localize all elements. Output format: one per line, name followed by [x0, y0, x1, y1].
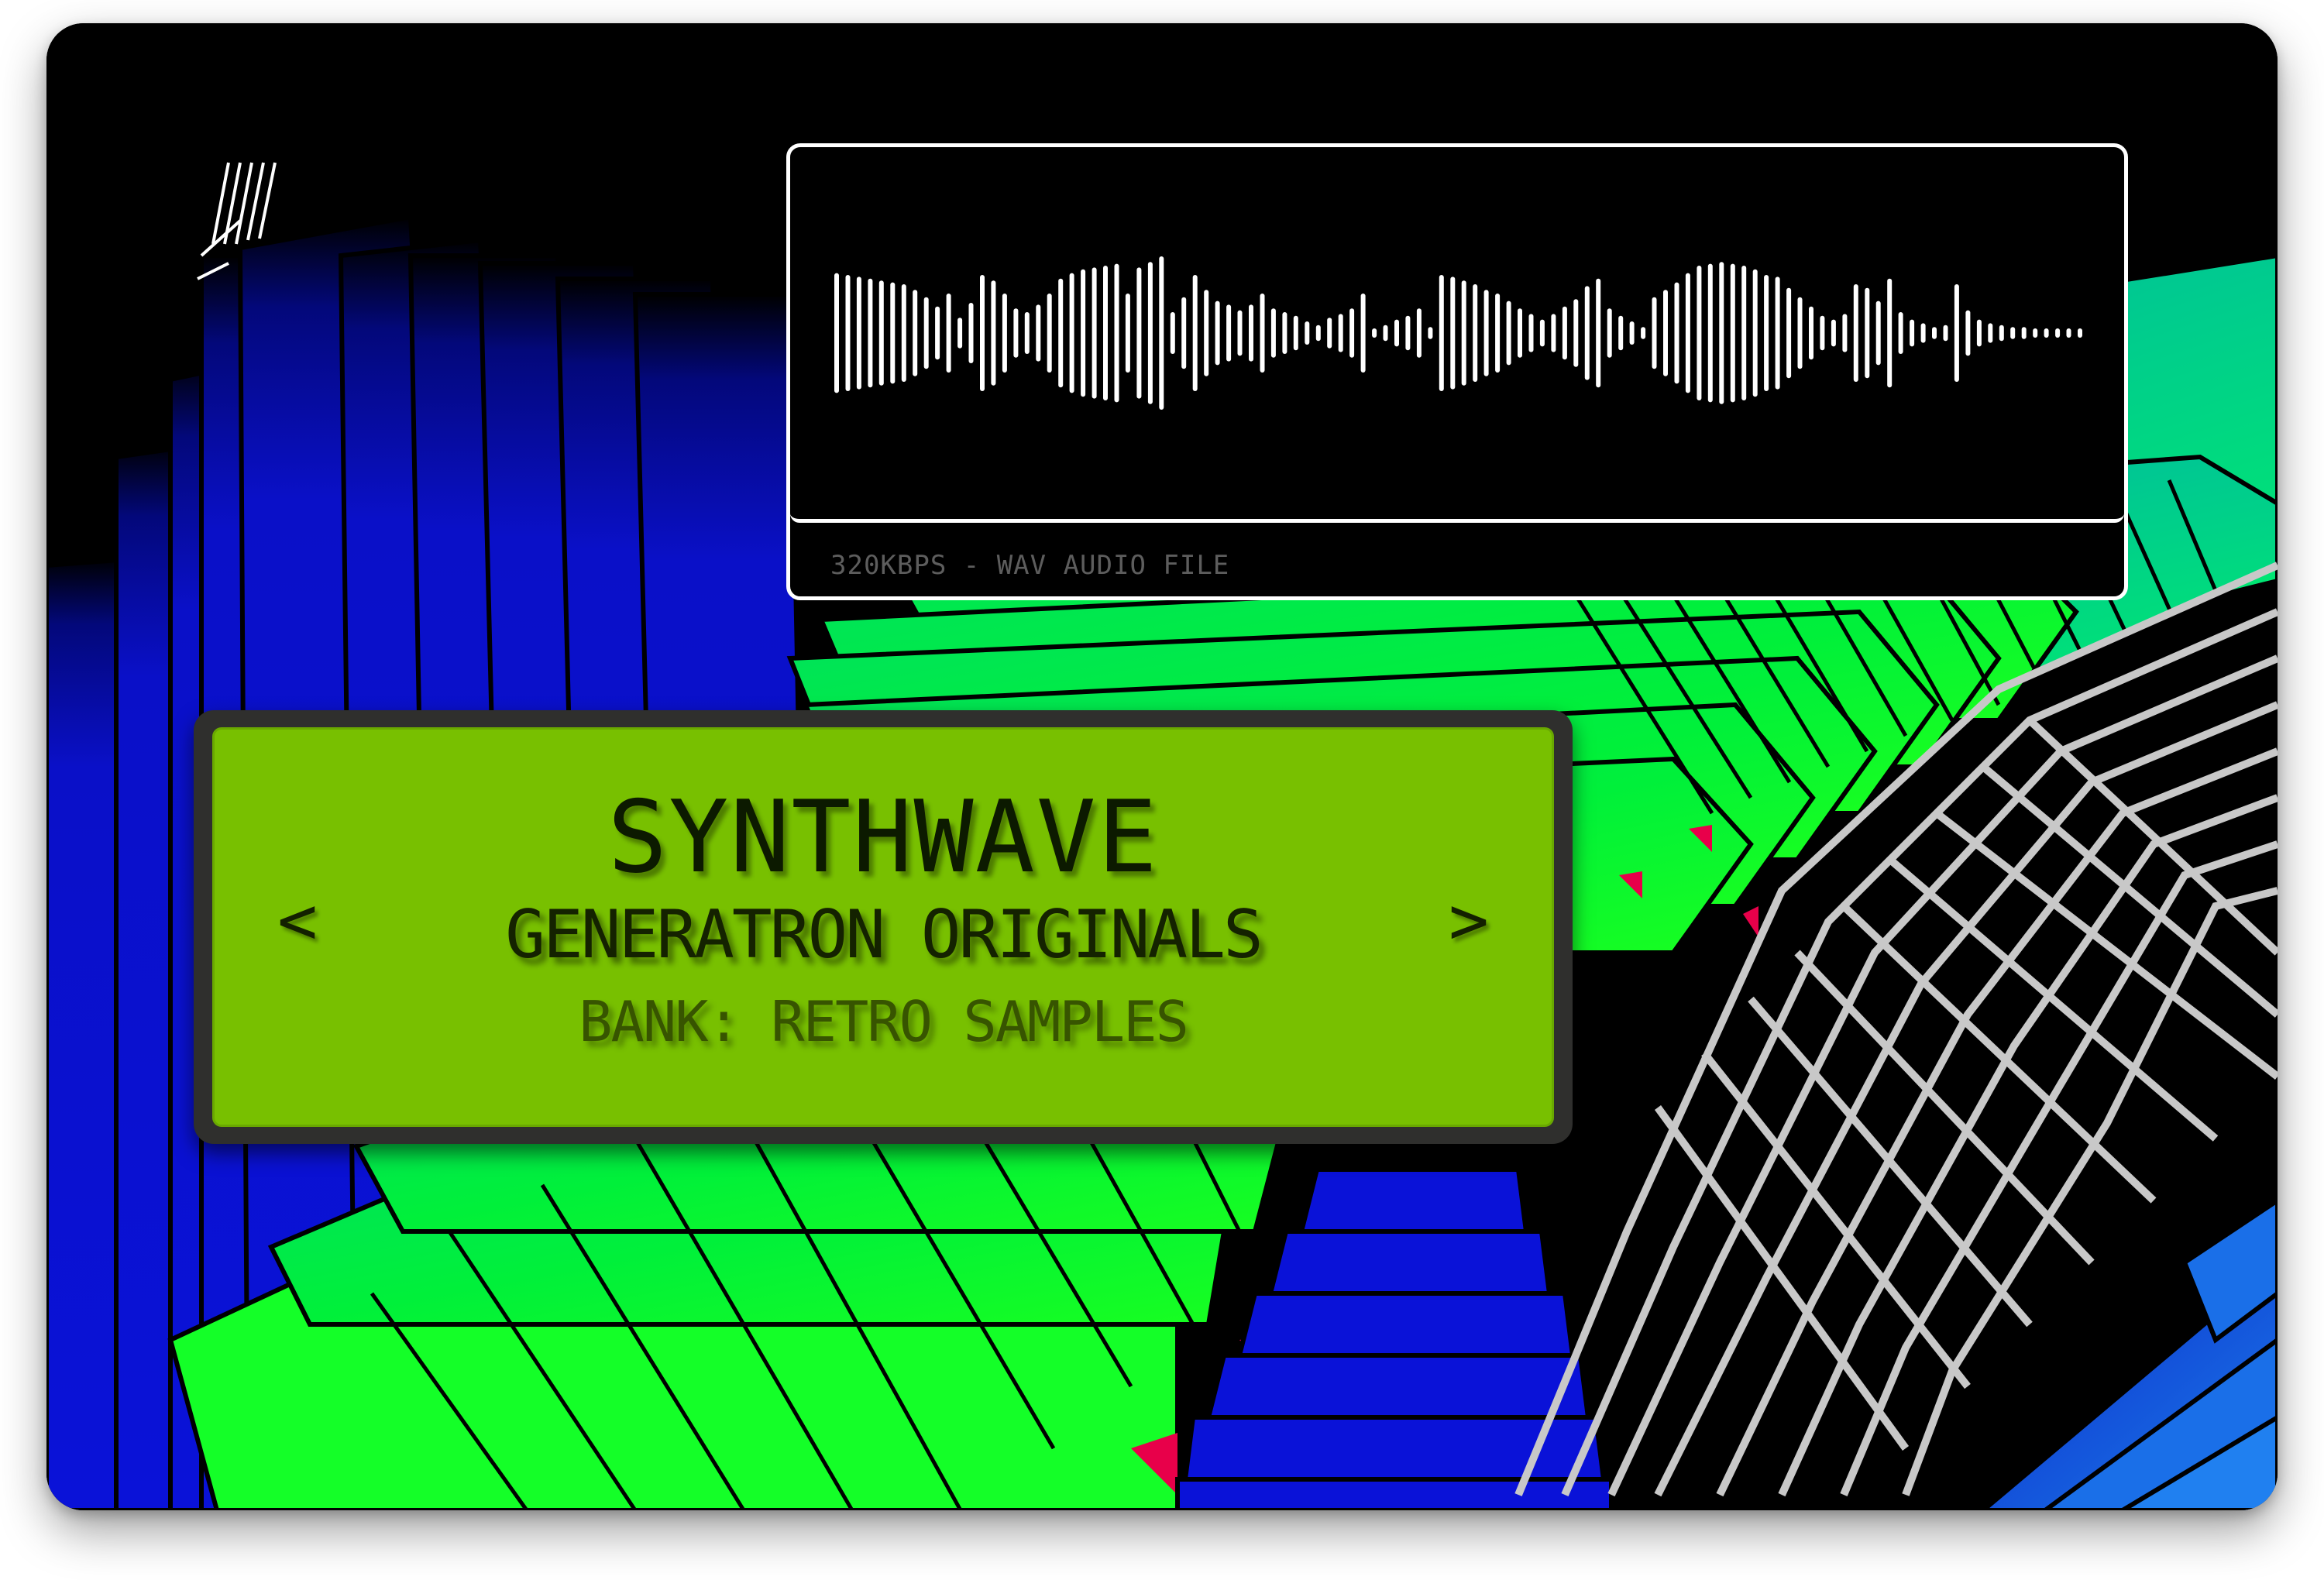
- preset-bank-label: BANK: RETRO SAMPLES: [579, 989, 1189, 1054]
- preset-collection-name: GENERATRON ORIGINALS: [505, 896, 1263, 974]
- waveform-graphic: [834, 256, 2082, 410]
- lcd-screen: < SYNTHWAVE GENERATRON ORIGINALS BANK: R…: [212, 727, 1554, 1127]
- preset-genre-title: SYNTHWAVE: [607, 780, 1159, 895]
- player-window: 320KBPS - WAV AUDIO FILE < SYNTHWAVE GEN…: [46, 23, 2278, 1510]
- lcd-display-frame: < SYNTHWAVE GENERATRON ORIGINALS BANK: R…: [194, 710, 1573, 1144]
- file-info-label: 320KBPS - WAV AUDIO FILE: [830, 550, 1230, 581]
- previous-preset-button[interactable]: <: [277, 882, 318, 960]
- waveform-panel[interactable]: 320KBPS - WAV AUDIO FILE: [786, 143, 2128, 600]
- waveform-display[interactable]: [790, 147, 2124, 523]
- next-preset-button[interactable]: >: [1449, 882, 1489, 960]
